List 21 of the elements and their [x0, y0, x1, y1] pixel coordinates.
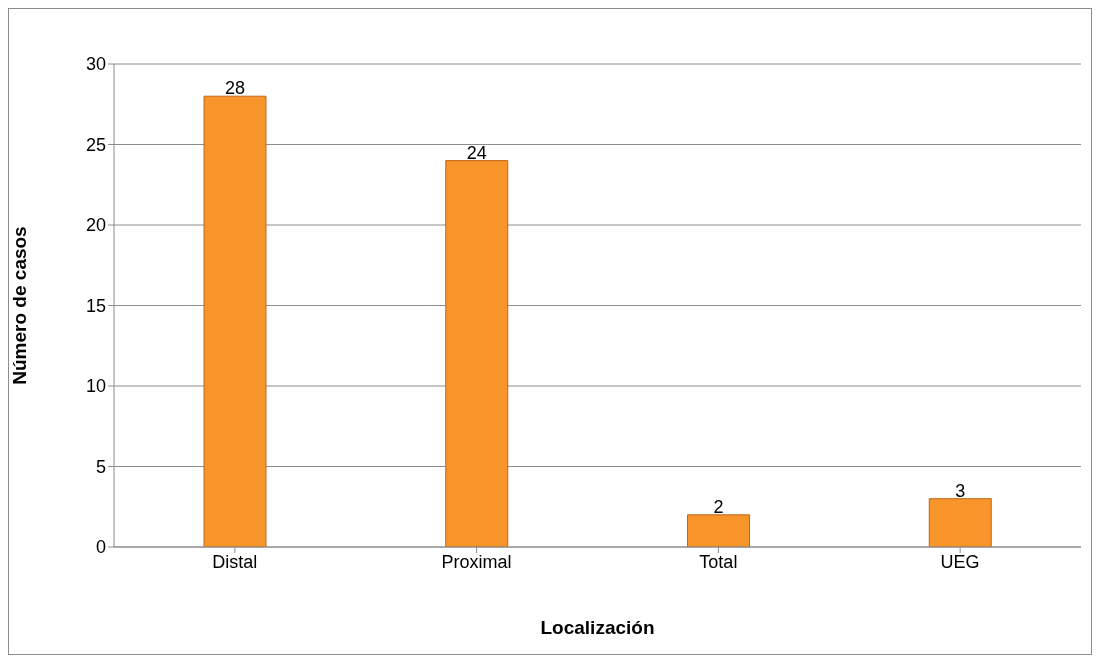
x-tick-label: Distal: [212, 551, 258, 572]
data-label: 2: [713, 496, 724, 517]
y-tick-label: 10: [85, 376, 106, 397]
y-tick-label: 20: [85, 215, 106, 236]
data-label: 3: [955, 480, 966, 501]
y-tick-label: 5: [95, 456, 106, 477]
y-tick-label: 25: [85, 134, 106, 155]
y-axis-title: Número de casos: [8, 226, 30, 385]
bar: [445, 160, 509, 547]
x-tick-label: Proximal: [441, 551, 512, 572]
data-label: 24: [466, 142, 487, 163]
y-tick-label: 0: [95, 537, 106, 558]
x-tick-label: Total: [699, 551, 738, 572]
y-tick-label: 30: [85, 54, 106, 75]
data-label: 28: [224, 78, 246, 99]
x-axis-title: Localización: [540, 617, 655, 638]
bar: [203, 95, 267, 547]
x-tick-label: UEG: [940, 551, 980, 572]
bar: [687, 514, 750, 547]
bar: [928, 498, 992, 547]
y-tick-label: 15: [85, 295, 106, 316]
